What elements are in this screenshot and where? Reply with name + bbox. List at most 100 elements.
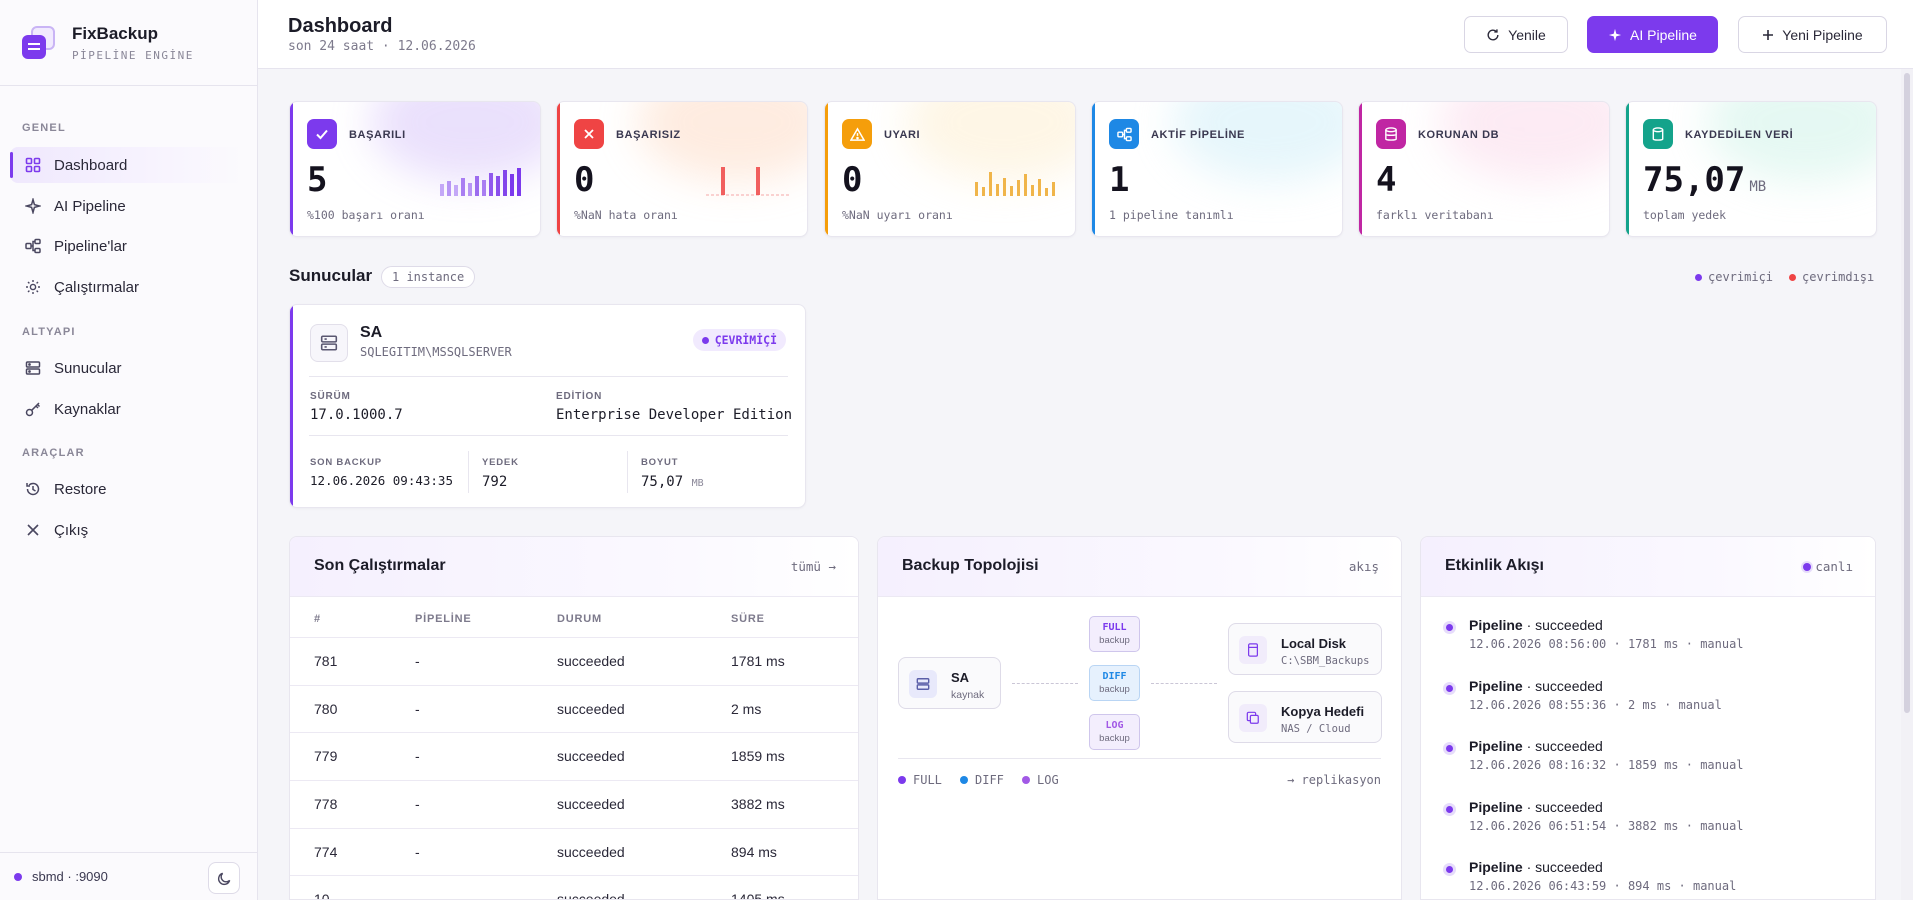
table-row[interactable]: 781 - succeeded 1781 ms (290, 637, 858, 685)
run-status: succeeded (557, 796, 625, 812)
backups-value: 792 (482, 474, 508, 490)
ai-pipeline-label: AI Pipeline (1630, 26, 1697, 43)
plus-icon (1762, 29, 1774, 41)
refresh-icon (1486, 28, 1500, 42)
sidebar-item-label: Sunucular (54, 359, 122, 377)
target-node-copy[interactable]: Kopya Hedefi NAS / Cloud (1228, 691, 1382, 743)
target-name: Local Disk (1281, 636, 1347, 651)
stat-subtext: %NaN hata oranı (574, 208, 678, 222)
stat-value-number: 75,07 (1643, 160, 1746, 200)
brand[interactable]: FixBackup PİPELİNE ENGİNE (0, 0, 257, 86)
legend-diff-label: DIFF (975, 773, 1004, 787)
stat-subtext: toplam yedek (1643, 208, 1727, 222)
run-id: 778 (314, 796, 338, 812)
host-label: sbmd · :9090 (32, 869, 108, 884)
table-row[interactable]: 774 - succeeded 894 ms (290, 828, 858, 876)
legend-online: çevrimiçi (1695, 270, 1773, 284)
sidebar-item-restore[interactable]: Restore (10, 471, 246, 507)
target-sub: NAS / Cloud (1281, 723, 1351, 735)
sidebar-item-dashboard[interactable]: Dashboard (10, 147, 246, 183)
activity-title: Etkinlik Akışı (1445, 557, 1544, 574)
run-duration: 3882 ms (731, 796, 785, 812)
status-badge: ÇEVRİMİÇİ (692, 329, 786, 351)
stat-card-protected-db[interactable]: KORUNAN DB 4 farklı veritabanı (1358, 101, 1610, 237)
logo-icon (22, 25, 56, 60)
server-card[interactable]: SA SQLEGITIM\MSSQLSERVER ÇEVRİMİÇİ SÜRÜM… (289, 304, 806, 508)
topology-title: Backup Topolojisi (902, 557, 1039, 574)
servers-title: Sunucular (289, 266, 373, 285)
sidebar-item-label: Çalıştırmalar (54, 278, 140, 296)
brand-title: FixBackup (72, 23, 158, 43)
target-node-local-disk[interactable]: Local Disk C:\SBM_Backups (1228, 623, 1382, 675)
page-scrollbar[interactable] (1901, 69, 1913, 900)
run-id: 10 (314, 891, 330, 900)
activity-title-text: Pipeline (1469, 617, 1523, 633)
sidebar-item-label: Dashboard (54, 156, 128, 174)
disk-icon (1239, 636, 1267, 664)
stat-card-success[interactable]: BAŞARILI 5 %100 başarı oranı (289, 101, 541, 237)
stat-value: 75,07 MB (1643, 160, 1766, 200)
server-instance: SQLEGITIM\MSSQLSERVER (360, 345, 512, 359)
new-pipeline-label: Yeni Pipeline (1782, 26, 1863, 43)
sparkline-success (440, 168, 521, 196)
stat-card-active-pipeline[interactable]: AKTİF PİPELİNE 1 1 pipeline tanımlı (1091, 101, 1343, 237)
chip-type: DIFF (1102, 671, 1127, 682)
flow-link[interactable]: akış (1348, 559, 1379, 574)
scrollbar-thumb[interactable] (1904, 73, 1910, 713)
nav-section-general: GENEL (22, 122, 66, 134)
server-name: SA (360, 324, 383, 341)
stat-card-saved-data[interactable]: KAYDEDİLEN VERİ 75,07 MB toplam yedek (1625, 101, 1877, 237)
recent-runs-panel: Son Çalıştırmalar tümü → # PİPELİNE DURU… (289, 536, 859, 900)
stat-subtext: 1 pipeline tanımlı (1109, 208, 1234, 222)
target-name: Kopya Hedefi (1281, 704, 1365, 719)
column-header-pipeline: PİPELİNE (415, 613, 472, 625)
view-all-link[interactable]: tümü → (790, 559, 836, 574)
sidebar-item-servers[interactable]: Sunucular (10, 350, 246, 386)
legend-offline: çevrimdışı (1789, 270, 1874, 284)
log-backup-chip[interactable]: LOG backup (1089, 714, 1140, 750)
run-duration: 1781 ms (731, 653, 785, 669)
column-header-id: # (314, 613, 321, 625)
table-row[interactable]: 778 - succeeded 3882 ms (290, 780, 858, 828)
table-row[interactable]: 780 - succeeded 2 ms (290, 685, 858, 733)
version-label: SÜRÜM (310, 391, 351, 402)
ai-pipeline-button[interactable]: AI Pipeline (1587, 16, 1718, 53)
legend-log-label: LOG (1037, 773, 1059, 787)
page-title: Dashboard (288, 15, 393, 37)
source-node[interactable]: SA kaynak (898, 657, 1001, 709)
legend-full-label: FULL (913, 773, 942, 787)
sidebar-item-resources[interactable]: Kaynaklar (10, 391, 246, 427)
stat-value: 4 (1376, 160, 1397, 200)
stat-card-warning[interactable]: UYARI 0 %NaN uyarı oranı (824, 101, 1076, 237)
legend-offline-label: çevrimdışı (1802, 270, 1875, 284)
workflow-icon (1109, 119, 1139, 149)
size-number: 75,07 (641, 474, 684, 490)
stat-label: AKTİF PİPELİNE (1151, 129, 1245, 141)
full-backup-chip[interactable]: FULL backup (1089, 616, 1140, 652)
sidebar-item-logout[interactable]: Çıkış (10, 512, 246, 548)
chip-type: LOG (1105, 720, 1124, 731)
sidebar-item-runs[interactable]: Çalıştırmalar (10, 269, 246, 305)
table-row[interactable]: 779 - succeeded 1859 ms (290, 732, 858, 780)
refresh-button[interactable]: Yenile (1464, 16, 1568, 53)
diff-backup-chip[interactable]: DIFF backup (1089, 665, 1140, 701)
sidebar-item-pipelines[interactable]: Pipeline'lar (10, 228, 246, 264)
brand-subtitle: PİPELİNE ENGİNE (72, 48, 194, 62)
backup-topology-panel: Backup Topolojisi akış SA kaynak FULL ba… (877, 536, 1402, 900)
run-duration: 1405 ms (731, 891, 785, 900)
legend-online-label: çevrimiçi (1708, 270, 1774, 284)
refresh-label: Yenile (1508, 26, 1546, 43)
legend-diff: DIFF (960, 773, 1004, 787)
run-id: 774 (314, 844, 338, 860)
status-dot (14, 872, 22, 881)
theme-toggle-button[interactable] (208, 862, 240, 894)
stat-card-failed[interactable]: BAŞARISIZ 0 %NaN hata oranı (556, 101, 808, 237)
activity-meta: 12.06.2026 08:55:36 · 2 ms · manual (1469, 698, 1722, 712)
stat-value: 0 (574, 160, 595, 200)
new-pipeline-button[interactable]: Yeni Pipeline (1738, 16, 1887, 53)
table-row[interactable]: 10 - succeeded 1405 ms (290, 875, 858, 900)
run-pipeline: - (415, 844, 420, 860)
sidebar-item-ai-pipeline[interactable]: AI Pipeline (10, 188, 246, 224)
server-icon (909, 670, 937, 698)
stat-unit: MB (1749, 179, 1767, 195)
